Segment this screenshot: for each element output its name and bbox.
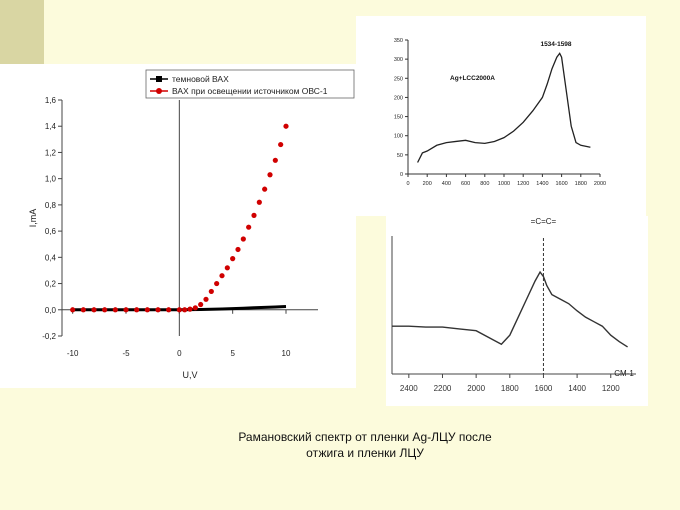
light-series-point [123, 307, 129, 313]
x-tick-label: 1400 [536, 181, 548, 187]
light-series-point [155, 307, 161, 313]
light-series-point [283, 123, 289, 129]
x-tick-label: 1800 [575, 181, 587, 187]
light-series-point [240, 236, 246, 242]
light-series-point [278, 141, 284, 148]
peak-annotation: 1534-1598 [540, 41, 571, 48]
iv-chart: -0,2 0,0 0,2 0,4 0,6 0,8 1,0 1,2 1,4 1,6 -10 -5 0 5 10… [28, 69, 355, 380]
light-series-point [224, 265, 230, 271]
x-axis-label: U,V [182, 370, 197, 380]
raman-spectrum-2-chart: 2400 2200 2000 1800 1600 1400 1200 =C=C= CM-1 [391, 217, 636, 393]
x-tick-label: 600 [461, 181, 470, 187]
light-series-point [198, 301, 204, 308]
y-tick-label: 1,4 [45, 122, 57, 131]
legend-label: ВАХ при освещении источником ОВС-1 [172, 86, 328, 96]
y-tick-label: 0,0 [45, 306, 57, 315]
x-tick-label: 400 [442, 181, 451, 187]
x-tick-label: 200 [423, 181, 432, 187]
light-series-point [70, 307, 76, 313]
y-tick-label: 200 [394, 95, 403, 101]
y-tick-label: 0 [400, 172, 403, 178]
x-tick-label: 2000 [594, 181, 606, 187]
y-tick-label: 0,2 [45, 280, 57, 289]
light-series-point [91, 307, 97, 313]
raman-spectrum-1-chart: 0 50 100 150 200 250 300 350 0 200 400 600 800 1000 12… [394, 38, 606, 187]
y-tick-label: 0,8 [45, 201, 57, 210]
spectrum-line [392, 270, 628, 348]
light-series-point [251, 212, 257, 218]
x-tick-label: 800 [480, 181, 489, 187]
light-series-point [235, 246, 241, 253]
light-series-point [112, 307, 118, 313]
decorative-corner-block [0, 0, 44, 64]
slide-caption: Рамановский спектр от пленки Ag-ЛЦУ посл… [180, 429, 550, 461]
legend-marker [156, 88, 162, 94]
light-series-point [80, 307, 86, 313]
light-series-point [203, 296, 209, 302]
light-series-point [192, 305, 198, 311]
y-tick-label: -0,2 [42, 332, 56, 341]
light-series-point [134, 307, 140, 313]
y-tick-label: 250 [394, 76, 403, 82]
light-series-point [187, 306, 193, 312]
light-series-point [267, 172, 273, 178]
light-series-point [230, 256, 236, 262]
x-tick-label: 0 [406, 181, 409, 187]
x-tick-label: 2200 [434, 384, 452, 393]
bond-annotation: =C=C= [531, 217, 557, 226]
y-tick-label: 0,4 [45, 253, 57, 262]
light-series-point [272, 157, 278, 163]
y-tick-label: 350 [394, 38, 403, 44]
x-tick-label: 2400 [400, 384, 418, 393]
x-tick-label: 1600 [555, 181, 567, 187]
x-tick-label: 1000 [498, 181, 510, 187]
sample-annotation: Ag+LCC2000A [450, 75, 495, 82]
caption-line-1: Рамановский спектр от пленки Ag-ЛЦУ посл… [238, 430, 492, 444]
legend-marker [156, 76, 162, 82]
legend-box [145, 69, 355, 99]
light-series-point [246, 224, 252, 230]
light-series-point [176, 307, 182, 313]
raman-spectrum-2-panel: 2400 2200 2000 1800 1600 1400 1200 =C=C= CM-1 [386, 216, 648, 406]
light-series-point [144, 307, 150, 313]
x-tick-label: 1400 [568, 384, 586, 393]
raman-spectrum-1-panel: 0 50 100 150 200 250 300 350 0 200 400 600 800 1000 12… [356, 16, 646, 216]
caption-line-2: отжига и пленки ЛЦУ [306, 446, 424, 460]
x-tick-label: 0 [177, 349, 182, 358]
x-tick-label: 1200 [517, 181, 529, 187]
y-tick-label: 300 [394, 57, 403, 63]
light-series-point [214, 280, 220, 287]
light-series-point [166, 307, 172, 313]
legend-label: темновой ВАХ [172, 74, 229, 84]
y-tick-label: 0,6 [45, 227, 57, 236]
x-tick-label: 1600 [535, 384, 553, 393]
light-series-point [219, 273, 225, 279]
light-series-point [262, 186, 268, 192]
iv-chart-panel: -0,2 0,0 0,2 0,4 0,6 0,8 1,0 1,2 1,4 1,6 -10 -5 0 5 10… [0, 64, 356, 388]
x-tick-label: 10 [282, 349, 291, 358]
x-tick-label: -10 [67, 349, 79, 358]
unit-annotation: CM-1 [614, 369, 634, 378]
light-series-point [208, 288, 214, 295]
light-series-point [182, 307, 188, 313]
y-tick-label: 1,0 [45, 175, 57, 184]
x-tick-label: 1200 [602, 384, 620, 393]
y-tick-label: 1,6 [45, 96, 57, 105]
x-tick-label: 1800 [501, 384, 519, 393]
light-series-point [256, 199, 262, 205]
light-series-point [102, 307, 108, 313]
spectrum-line [417, 52, 591, 163]
y-tick-label: 150 [394, 115, 403, 121]
y-tick-label: 1,2 [45, 148, 57, 157]
x-tick-label: -5 [122, 349, 130, 358]
y-axis-label: I,mA [28, 209, 38, 228]
y-tick-label: 100 [394, 134, 403, 140]
x-tick-label: 2000 [467, 384, 485, 393]
y-tick-label: 50 [397, 153, 403, 159]
x-tick-label: 5 [230, 349, 235, 358]
